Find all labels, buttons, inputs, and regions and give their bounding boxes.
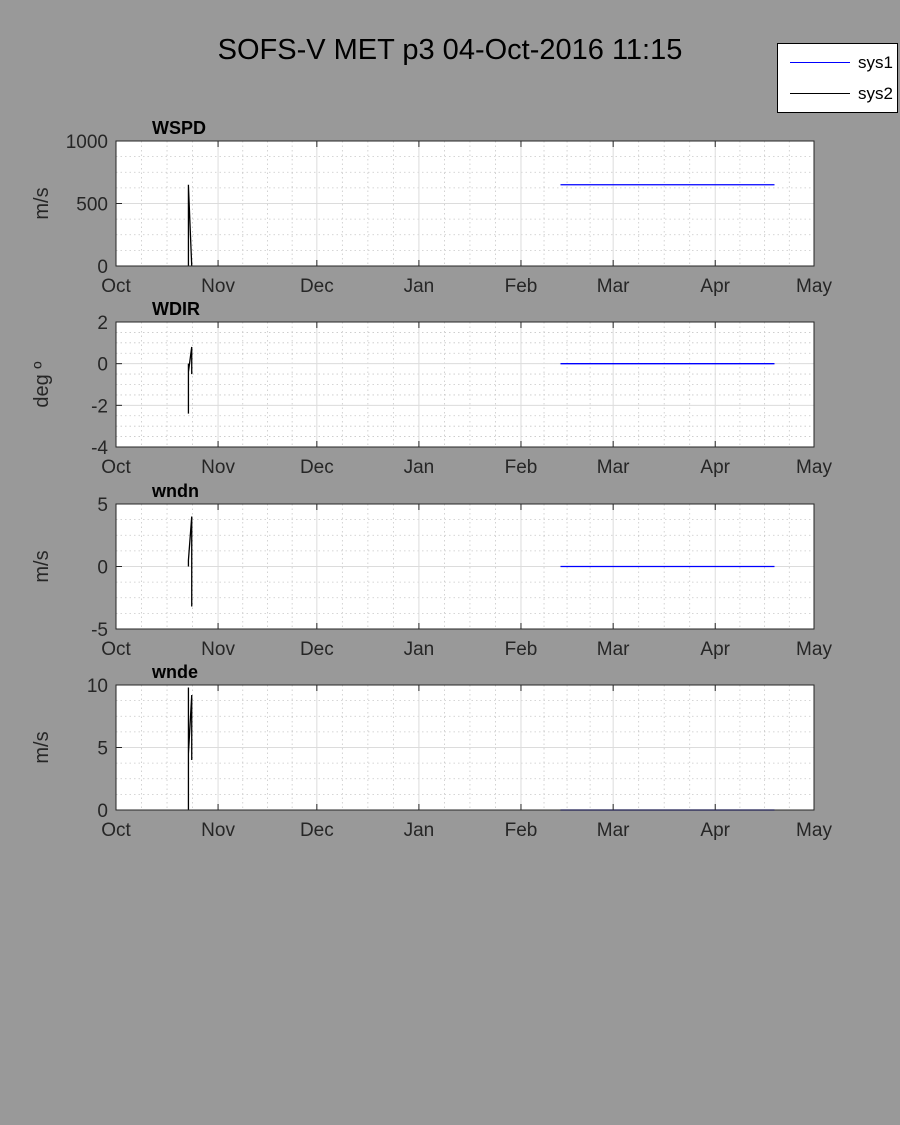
x-tick-label: Apr <box>700 639 730 660</box>
legend-label-sys2: sys2 <box>858 84 893 103</box>
chart-3: Oct Nov Dec Jan Feb Mar Apr May 0 5 10 m/s wnde <box>31 662 832 841</box>
legend: sys1 sys2 <box>777 43 898 113</box>
x-tick-label: Oct <box>101 276 131 297</box>
panel-title: WSPD <box>152 118 206 138</box>
y-axis-label: m/s <box>31 187 53 219</box>
legend-label-sys1: sys1 <box>858 53 893 72</box>
y-tick-label: -4 <box>91 438 108 459</box>
legend-line-sys2 <box>790 93 850 94</box>
series-line-sys2 <box>187 346 193 414</box>
x-tick-label: May <box>796 276 832 297</box>
x-tick-label: Mar <box>597 276 630 297</box>
y-axis-label: m/s <box>31 731 53 763</box>
y-tick-label: 5 <box>97 739 108 760</box>
panel-title: WDIR <box>152 299 200 319</box>
x-tick-label: Apr <box>700 276 730 297</box>
x-tick-label: Dec <box>300 457 334 478</box>
x-tick-label: Mar <box>597 639 630 660</box>
panel-title: wnde <box>151 662 198 682</box>
x-tick-label: May <box>796 457 832 478</box>
y-tick-label: 5 <box>97 495 108 516</box>
y-tick-label: 0 <box>97 801 108 822</box>
chart-1: Oct Nov Dec Jan Feb Mar Apr May -4 -2 0 2 deg º WDIR <box>31 299 832 478</box>
y-tick-label: 0 <box>97 558 108 579</box>
legend-line-sys1 <box>790 62 850 63</box>
x-tick-label: Nov <box>201 276 235 297</box>
x-tick-label: Nov <box>201 457 235 478</box>
y-axis-label: m/s <box>31 550 53 582</box>
figure-title: SOFS-V MET p3 04-Oct-2016 11:15 <box>217 34 683 66</box>
y-tick-label: 0 <box>97 257 108 278</box>
x-tick-label: Nov <box>201 639 235 660</box>
panel-title: wndn <box>151 481 199 501</box>
x-tick-label: Feb <box>505 820 538 841</box>
chart-0: Oct Nov Dec Jan Feb Mar Apr May 0 500 1000 m/s WSPD <box>31 118 832 297</box>
x-tick-label: Oct <box>101 457 131 478</box>
x-tick-label: Feb <box>505 276 538 297</box>
x-tick-label: Apr <box>700 457 730 478</box>
x-tick-label: Jan <box>404 639 435 660</box>
y-tick-label: 2 <box>97 313 108 334</box>
x-tick-label: Oct <box>101 639 131 660</box>
y-tick-label: -2 <box>91 396 108 417</box>
series-line-sys2 <box>187 516 193 607</box>
y-tick-label: 10 <box>87 676 108 697</box>
legend-item-sys1: sys1 <box>778 53 899 73</box>
y-tick-label: 0 <box>97 355 108 376</box>
x-tick-label: Jan <box>404 276 435 297</box>
x-tick-label: Feb <box>505 639 538 660</box>
x-tick-label: Feb <box>505 457 538 478</box>
y-tick-label: 500 <box>76 195 108 216</box>
legend-item-sys2: sys2 <box>778 84 899 104</box>
y-tick-label: -5 <box>91 620 108 641</box>
chart-2: Oct Nov Dec Jan Feb Mar Apr May -5 0 5 m/s wndn <box>31 481 832 660</box>
y-tick-label: 1000 <box>66 132 108 153</box>
x-tick-label: Mar <box>597 820 630 841</box>
axes-border <box>115 321 815 448</box>
series-line-sys2 <box>187 184 193 267</box>
x-tick-label: Apr <box>700 820 730 841</box>
x-tick-label: Jan <box>404 820 435 841</box>
x-tick-label: Nov <box>201 820 235 841</box>
x-tick-label: Oct <box>101 820 131 841</box>
x-tick-label: Dec <box>300 276 334 297</box>
x-tick-label: Dec <box>300 820 334 841</box>
x-tick-label: Dec <box>300 639 334 660</box>
x-tick-label: May <box>796 820 832 841</box>
x-tick-label: May <box>796 639 832 660</box>
x-tick-label: Mar <box>597 457 630 478</box>
x-tick-label: Jan <box>404 457 435 478</box>
series-line-sys2 <box>187 687 193 810</box>
y-axis-label: deg º <box>31 361 53 408</box>
